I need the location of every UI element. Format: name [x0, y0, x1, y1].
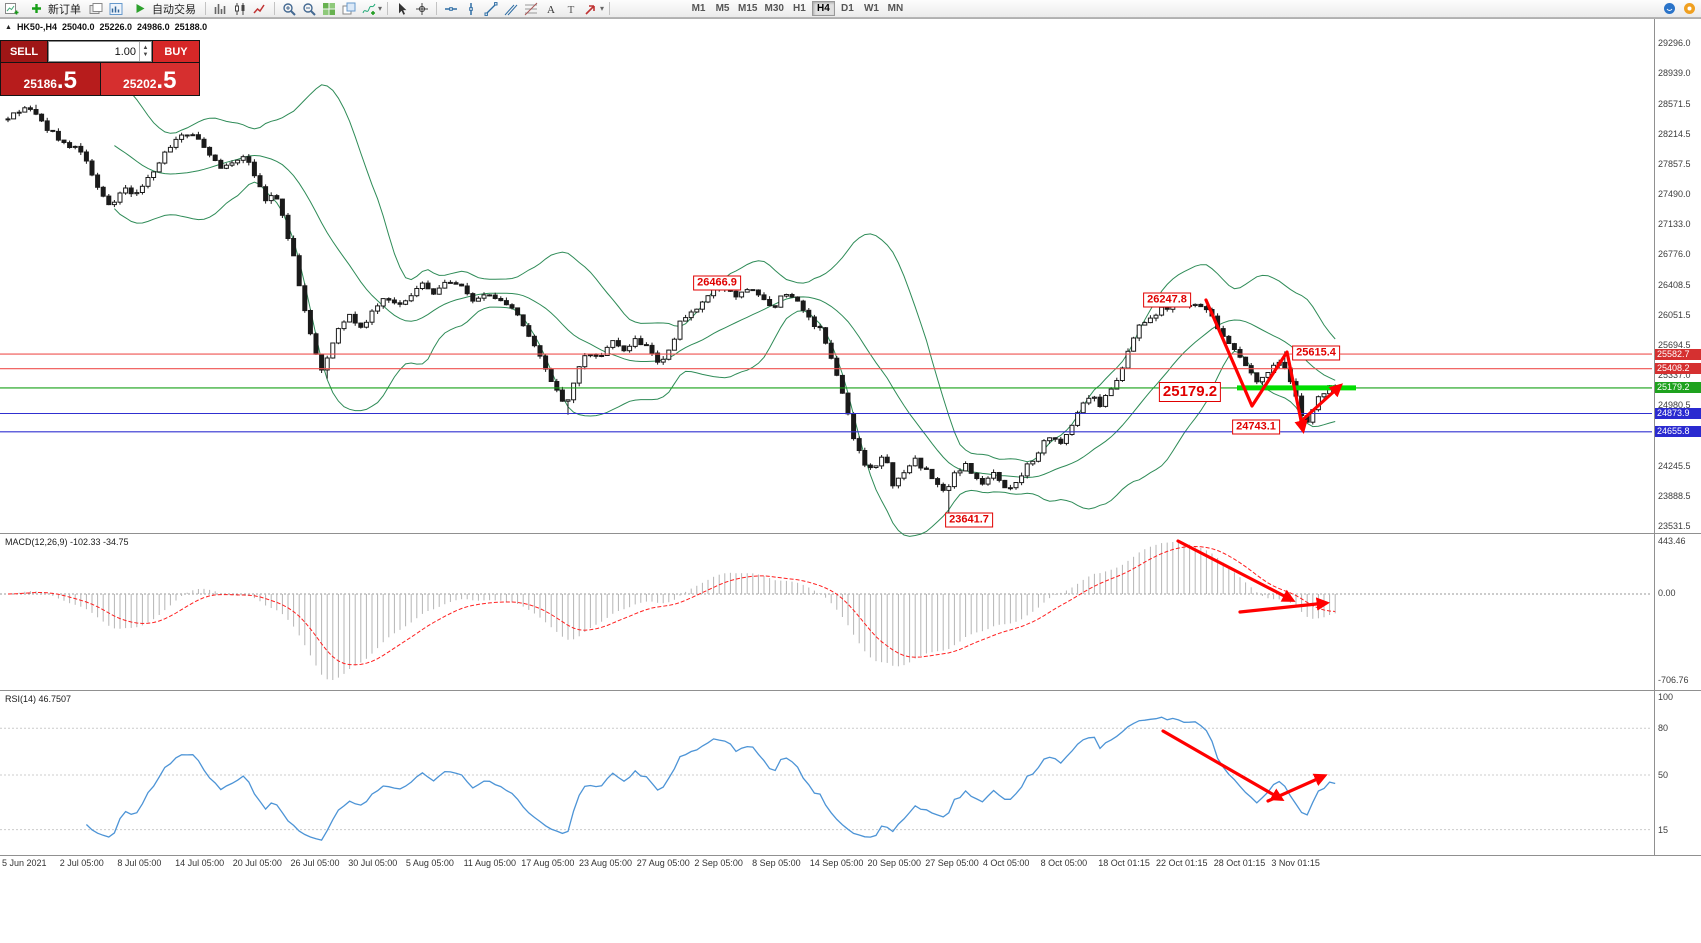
autotrading-label: 自动交易: [152, 3, 196, 16]
bar-chart-icon[interactable]: [211, 1, 229, 17]
stepper-up-icon[interactable]: ▲: [142, 44, 149, 51]
volume-stepper[interactable]: ▲ ▼: [139, 42, 151, 61]
timeframe-mn-button[interactable]: MN: [884, 1, 907, 16]
time-axis[interactable]: [0, 856, 1652, 872]
timeframe-m15-button[interactable]: M15: [735, 1, 760, 16]
sell-button[interactable]: SELL: [1, 41, 47, 62]
new-order-button[interactable]: 新订单: [23, 1, 85, 17]
trade-buttons-row: SELL 1.00 ▲ ▼ BUY: [1, 41, 199, 62]
chart-profile-icon[interactable]: [87, 1, 105, 17]
text-label-icon[interactable]: T: [562, 1, 580, 17]
macd-panel[interactable]: [0, 534, 1652, 690]
plus-icon: [27, 1, 45, 17]
rsi-panel[interactable]: [0, 691, 1652, 855]
notification-icon[interactable]: [1680, 1, 1698, 17]
toolbar-separator: [436, 2, 438, 15]
sell-price-fraction: .5: [56, 67, 77, 94]
timeframe-h4-button[interactable]: H4: [811, 1, 835, 16]
volume-field[interactable]: 1.00 ▲ ▼: [48, 41, 152, 62]
toolbar-separator: [609, 2, 611, 15]
fibonacci-icon[interactable]: [522, 1, 540, 17]
symbol-marker-icon: ▲: [5, 23, 12, 31]
crosshair-icon[interactable]: [413, 1, 431, 17]
timeframe-group: M1 M5 M15 M30 H1 H4 D1 W1 MN: [687, 1, 907, 16]
market-watch-icon[interactable]: [107, 1, 125, 17]
timeframe-m5-button[interactable]: M5: [711, 1, 734, 16]
zoom-in-icon[interactable]: [280, 1, 298, 17]
trendline-icon[interactable]: [482, 1, 500, 17]
equidistant-channel-icon[interactable]: [502, 1, 520, 17]
stepper-down-icon[interactable]: ▼: [142, 51, 149, 58]
autotrading-button[interactable]: 自动交易: [127, 1, 200, 17]
ohlc-high: 25226.0: [99, 22, 133, 32]
candlestick-chart-icon[interactable]: [231, 1, 249, 17]
chevron-down-icon[interactable]: ▾: [378, 4, 383, 13]
community-icon[interactable]: [1660, 1, 1678, 17]
timeframe-d1-button[interactable]: D1: [836, 1, 859, 16]
vertical-line-icon[interactable]: [462, 1, 480, 17]
ohlc-open: 25040.0: [61, 22, 95, 32]
trade-prices-row: 25186.5 25202.5: [1, 63, 199, 95]
text-icon[interactable]: A: [542, 1, 560, 17]
play-icon: [131, 1, 149, 17]
toolbar-separator: [387, 2, 389, 15]
macd-label: MACD(12,26,9) -102.33 -34.75: [5, 537, 129, 547]
timeframe-m30-button[interactable]: M30: [761, 1, 786, 16]
chart-ohlc-header: ▲ HK50-,H4 25040.0 25226.0 24986.0 25188…: [5, 22, 207, 32]
toolbar: 新订单 自动交易 ▾ A T ▾ M1 M5 M15 M30 H1 H4 D: [0, 0, 1701, 18]
buy-price[interactable]: 25202.5: [100, 63, 199, 95]
tile-windows-icon[interactable]: [320, 1, 338, 17]
svg-text:T: T: [568, 4, 575, 16]
indicators-icon[interactable]: [360, 1, 378, 17]
cascade-windows-icon[interactable]: [340, 1, 358, 17]
price-axis[interactable]: [1655, 19, 1701, 855]
horizontal-line-icon[interactable]: [442, 1, 460, 17]
rsi-label: RSI(14) 46.7507: [5, 694, 72, 704]
buy-price-main: 25202: [123, 77, 157, 91]
one-click-trading-panel: SELL 1.00 ▲ ▼ BUY 25186.5 25202.5: [0, 40, 200, 96]
chart-title: HK50-,H4: [16, 22, 57, 32]
main-chart-panel[interactable]: [0, 19, 1652, 533]
timeframe-w1-button[interactable]: W1: [860, 1, 883, 16]
arrows-tool-icon[interactable]: [582, 1, 600, 17]
sell-price-main: 25186: [23, 77, 57, 91]
ohlc-low: 24986.0: [137, 22, 170, 32]
zoom-out-icon[interactable]: [300, 1, 318, 17]
buy-button[interactable]: BUY: [153, 41, 199, 62]
ohlc-close: 25188.0: [174, 22, 208, 32]
new-chart-icon[interactable]: [3, 1, 21, 17]
new-order-label: 新订单: [48, 3, 81, 16]
toolbar-separator: [205, 2, 206, 15]
cursor-icon[interactable]: [393, 1, 411, 17]
sell-price[interactable]: 25186.5: [1, 63, 100, 95]
svg-text:A: A: [547, 4, 555, 16]
toolbar-separator: [274, 2, 275, 15]
line-chart-icon[interactable]: [251, 1, 269, 17]
volume-value: 1.00: [114, 45, 136, 58]
timeframe-m1-button[interactable]: M1: [687, 1, 710, 16]
timeframe-h1-button[interactable]: H1: [788, 1, 811, 16]
buy-price-fraction: .5: [156, 67, 177, 94]
chevron-down-icon[interactable]: ▾: [600, 4, 605, 13]
